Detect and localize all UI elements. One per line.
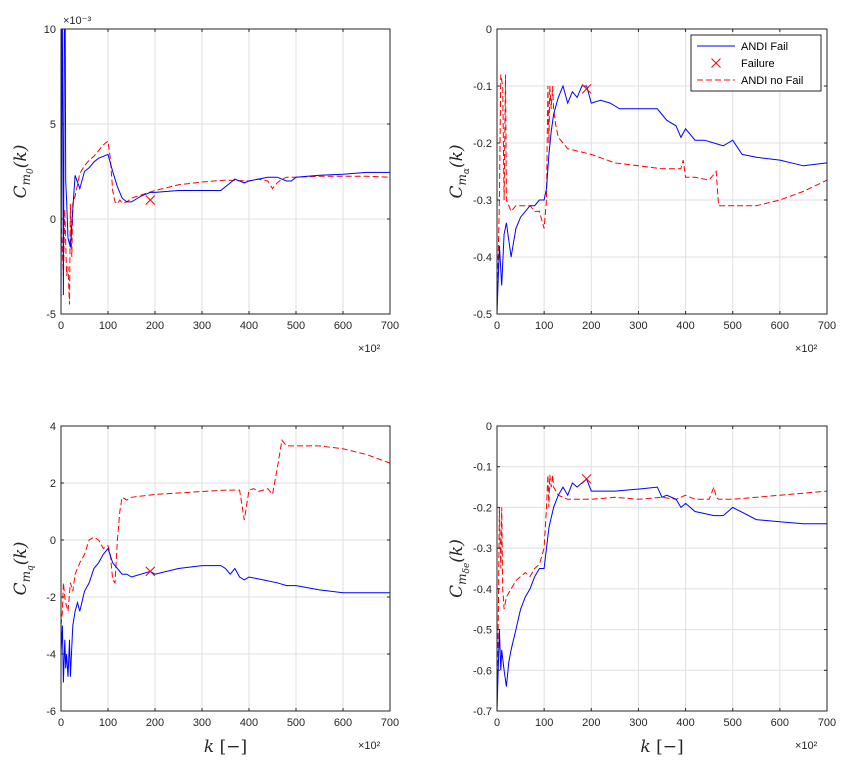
svg-text:ANDI no Fail: ANDI no Fail [741, 75, 803, 87]
failure-marker [145, 566, 156, 577]
y-tick-label: -0.2 [473, 138, 492, 150]
svg-text:ANDI Fail: ANDI Fail [741, 41, 788, 53]
x-tick-label: 500 [287, 320, 305, 332]
x-tick-label: 500 [287, 717, 305, 729]
legend: ANDI Fail Failure ANDI no Fail [690, 34, 822, 92]
plot-area [61, 29, 390, 314]
y-tick-label: 2 [50, 478, 56, 490]
y-tick-label: -2 [46, 592, 56, 604]
chart-panel-2: 0 100 200 300 400 500 600 700 -0.5 -0.4 -0.3 -0.2 -0… [447, 24, 836, 355]
x-multiplier: ×10² [358, 343, 381, 355]
failure-marker [145, 195, 156, 205]
series-line-andi-no-fail [61, 439, 390, 626]
y-tick-label: -0.4 [473, 252, 492, 264]
x-tick-label: 600 [334, 320, 352, 332]
y-tick-label: -0.5 [473, 309, 492, 321]
x-tick-label: 100 [99, 717, 117, 729]
y-axis-label: Cmq(k) [11, 542, 36, 596]
y-tick-label: 0 [50, 535, 56, 547]
y-tick-label: 0 [486, 421, 492, 433]
failure-marker [581, 474, 592, 484]
y-axis-label: Cmδe(k) [447, 539, 472, 598]
x-tick-label: 300 [193, 717, 211, 729]
chart-panel-1: 0 100 200 300 400 500 600 700-50510×10²×10⁻³Cm0… [11, 15, 399, 355]
y-tick-label: 10 [44, 24, 56, 36]
series-line-andi-no-fail [497, 74, 827, 314]
chart-panel-4: 0 100 200 300 400 500 600 700 -0.7 -0.6 -0.5 -0.4 -0… [447, 421, 836, 757]
axes-frame [60, 425, 391, 712]
chart-panel-3: 0 100 200 300 400 500 600 700 -6 -4 -2 0 2 4 ×10² Cmq(k… [11, 421, 399, 757]
x-tick-label: 500 [724, 320, 742, 332]
y-tick-label: -0.4 [473, 584, 492, 596]
y-tick-label: -0.1 [473, 81, 492, 93]
y-tick-label: -4 [46, 649, 56, 661]
x-tick-label: 300 [193, 320, 211, 332]
x-tick-label: 300 [629, 320, 647, 332]
y-tick-label: -0.5 [473, 625, 492, 637]
series-line-andi-no-fail [61, 140, 390, 305]
y-tick-label: 4 [50, 421, 56, 433]
x-tick-label: 500 [724, 717, 742, 729]
y-tick-label: -0.2 [473, 502, 492, 514]
legend-entry: ANDI Fail [697, 41, 788, 53]
x-tick-label: 200 [582, 320, 600, 332]
y-tick-label: -6 [46, 706, 56, 718]
series-line-andi-fail [497, 478, 827, 711]
axes-frame [496, 28, 828, 315]
failure-marker [581, 83, 592, 94]
y-tick-label: 0 [50, 214, 56, 226]
y-multiplier: ×10⁻³ [63, 15, 91, 27]
axes-frame [60, 28, 391, 315]
x-tick-label: 300 [629, 717, 647, 729]
x-tick-label: 0 [494, 320, 500, 332]
y-tick-label: 5 [50, 119, 56, 131]
y-axis-label: Cmα(k) [447, 144, 472, 198]
x-tick-label: 0 [494, 717, 500, 729]
svg-text:Failure: Failure [741, 58, 775, 70]
x-tick-label: 700 [818, 717, 836, 729]
x-tick-label: 0 [58, 717, 64, 729]
x-tick-label: 200 [146, 320, 164, 332]
x-tick-label: 400 [240, 320, 258, 332]
x-multiplier: ×10² [358, 740, 381, 752]
legend-entry: ANDI no Fail [697, 75, 803, 87]
x-tick-label: 700 [381, 717, 399, 729]
y-tick-label: -0.3 [473, 543, 492, 555]
x-tick-label: 100 [535, 320, 553, 332]
x-tick-label: 600 [334, 717, 352, 729]
y-tick-label: 0 [486, 24, 492, 36]
series-line-andi-fail [61, 547, 390, 683]
axes-frame [496, 425, 828, 712]
legend-entry: Failure [711, 58, 775, 70]
x-tick-label: 400 [676, 717, 694, 729]
x-tick-label: 600 [771, 320, 789, 332]
x-tick-label: 400 [676, 320, 694, 332]
x-multiplier: ×10² [795, 343, 818, 355]
x-tick-label: 400 [240, 717, 258, 729]
x-tick-label: 100 [535, 717, 553, 729]
x-tick-label: 200 [146, 717, 164, 729]
series-line-andi-fail [61, 29, 390, 314]
x-tick-label: 200 [582, 717, 600, 729]
y-tick-label: -0.3 [473, 195, 492, 207]
x-axis-label: k [−] [640, 737, 683, 757]
plot-area [497, 426, 827, 711]
x-tick-label: 700 [818, 320, 836, 332]
x-tick-label: 0 [58, 320, 64, 332]
y-tick-label: -0.6 [473, 665, 492, 677]
x-axis-label: k [−] [204, 737, 247, 757]
y-axis-label: Cm0(k) [11, 145, 36, 199]
x-tick-label: 700 [381, 320, 399, 332]
x-tick-label: 600 [771, 717, 789, 729]
x-multiplier: ×10² [795, 740, 818, 752]
x-tick-label: 100 [99, 320, 117, 332]
y-tick-label: -0.1 [473, 462, 492, 474]
y-tick-label: -0.7 [473, 706, 492, 718]
y-tick-label: -5 [46, 309, 56, 321]
